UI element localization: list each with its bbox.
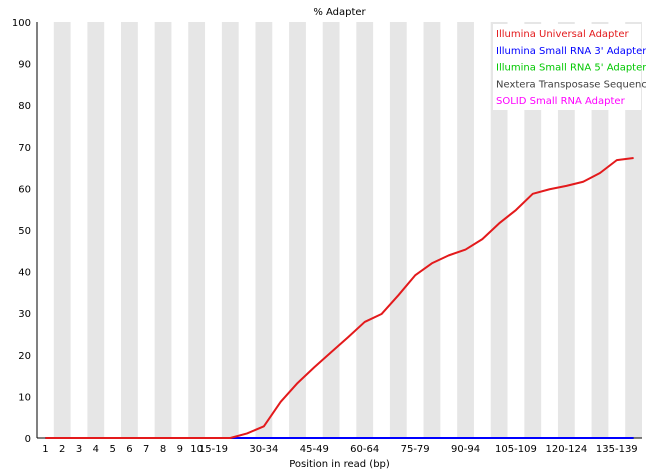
x-tick-label: 7 (143, 444, 149, 455)
background-band (591, 22, 609, 438)
y-tick-label: 90 (18, 60, 31, 71)
x-tick-label: 1 (42, 444, 48, 455)
background-band (524, 22, 542, 438)
y-tick-label: 50 (18, 226, 31, 237)
x-tick-label: 3 (76, 444, 82, 455)
x-tick-label: 30-34 (249, 444, 278, 455)
legend-entry: Illumina Small RNA 5' Adapter (496, 63, 646, 74)
x-tick-label: 75-79 (401, 444, 430, 455)
background-band (221, 22, 239, 438)
x-tick-label: 60-64 (350, 444, 379, 455)
background-band (289, 22, 306, 438)
x-tick-label: 8 (160, 444, 166, 455)
x-tick-label: 15-19 (199, 444, 228, 455)
background-band (87, 22, 105, 438)
background-band (457, 22, 474, 438)
y-tick-label: 100 (12, 18, 31, 29)
legend-entry: SOLID Small RNA Adapter (496, 96, 626, 107)
y-tick-label: 30 (18, 309, 31, 320)
background-band (322, 22, 340, 438)
legend: Illumina Universal Adapter Illumina Small… (493, 24, 646, 110)
x-tick-label: 9 (177, 444, 183, 455)
background-band (188, 22, 206, 438)
x-axis-label: Position in read (bp) (289, 459, 390, 470)
background-band (53, 22, 71, 438)
x-tick-label: 135-139 (596, 444, 638, 455)
x-tick-label: 120-124 (545, 444, 587, 455)
y-tick-label: 40 (18, 268, 31, 279)
legend-box (493, 24, 641, 110)
x-tick-label: 10 (190, 444, 203, 455)
x-tick-label: 2 (59, 444, 65, 455)
y-tick-label: 70 (18, 143, 31, 154)
background-band (389, 22, 407, 438)
y-axis-ticks: 0 10 20 30 40 50 60 70 80 90 100 (12, 18, 31, 445)
x-tick-label: 105-109 (495, 444, 537, 455)
y-tick-label: 10 (18, 392, 31, 403)
background-band (121, 22, 138, 438)
y-tick-label: 60 (18, 184, 31, 195)
y-tick-label: 20 (18, 351, 31, 362)
background-band (557, 22, 575, 438)
legend-entry: Illumina Small RNA 3' Adapter (496, 46, 646, 57)
background-band (423, 22, 441, 438)
background-band (255, 22, 273, 438)
chart-title: % Adapter (313, 7, 366, 18)
y-tick-label: 0 (25, 434, 31, 445)
background-band (154, 22, 172, 438)
x-tick-label: 6 (126, 444, 132, 455)
series-lines (45, 157, 634, 439)
background-band (490, 22, 508, 438)
x-tick-label: 5 (109, 444, 115, 455)
series-line (45, 157, 634, 439)
background-band (625, 22, 642, 438)
x-tick-label: 45-49 (300, 444, 329, 455)
legend-entry: Nextera Transposase Sequence (496, 79, 646, 90)
x-tick-label: 90-94 (451, 444, 480, 455)
y-tick-label: 80 (18, 101, 31, 112)
x-tick-label: 4 (93, 444, 99, 455)
legend-entry: Illumina Universal Adapter (496, 29, 629, 40)
background-band (356, 22, 374, 438)
background-bands (53, 22, 642, 438)
